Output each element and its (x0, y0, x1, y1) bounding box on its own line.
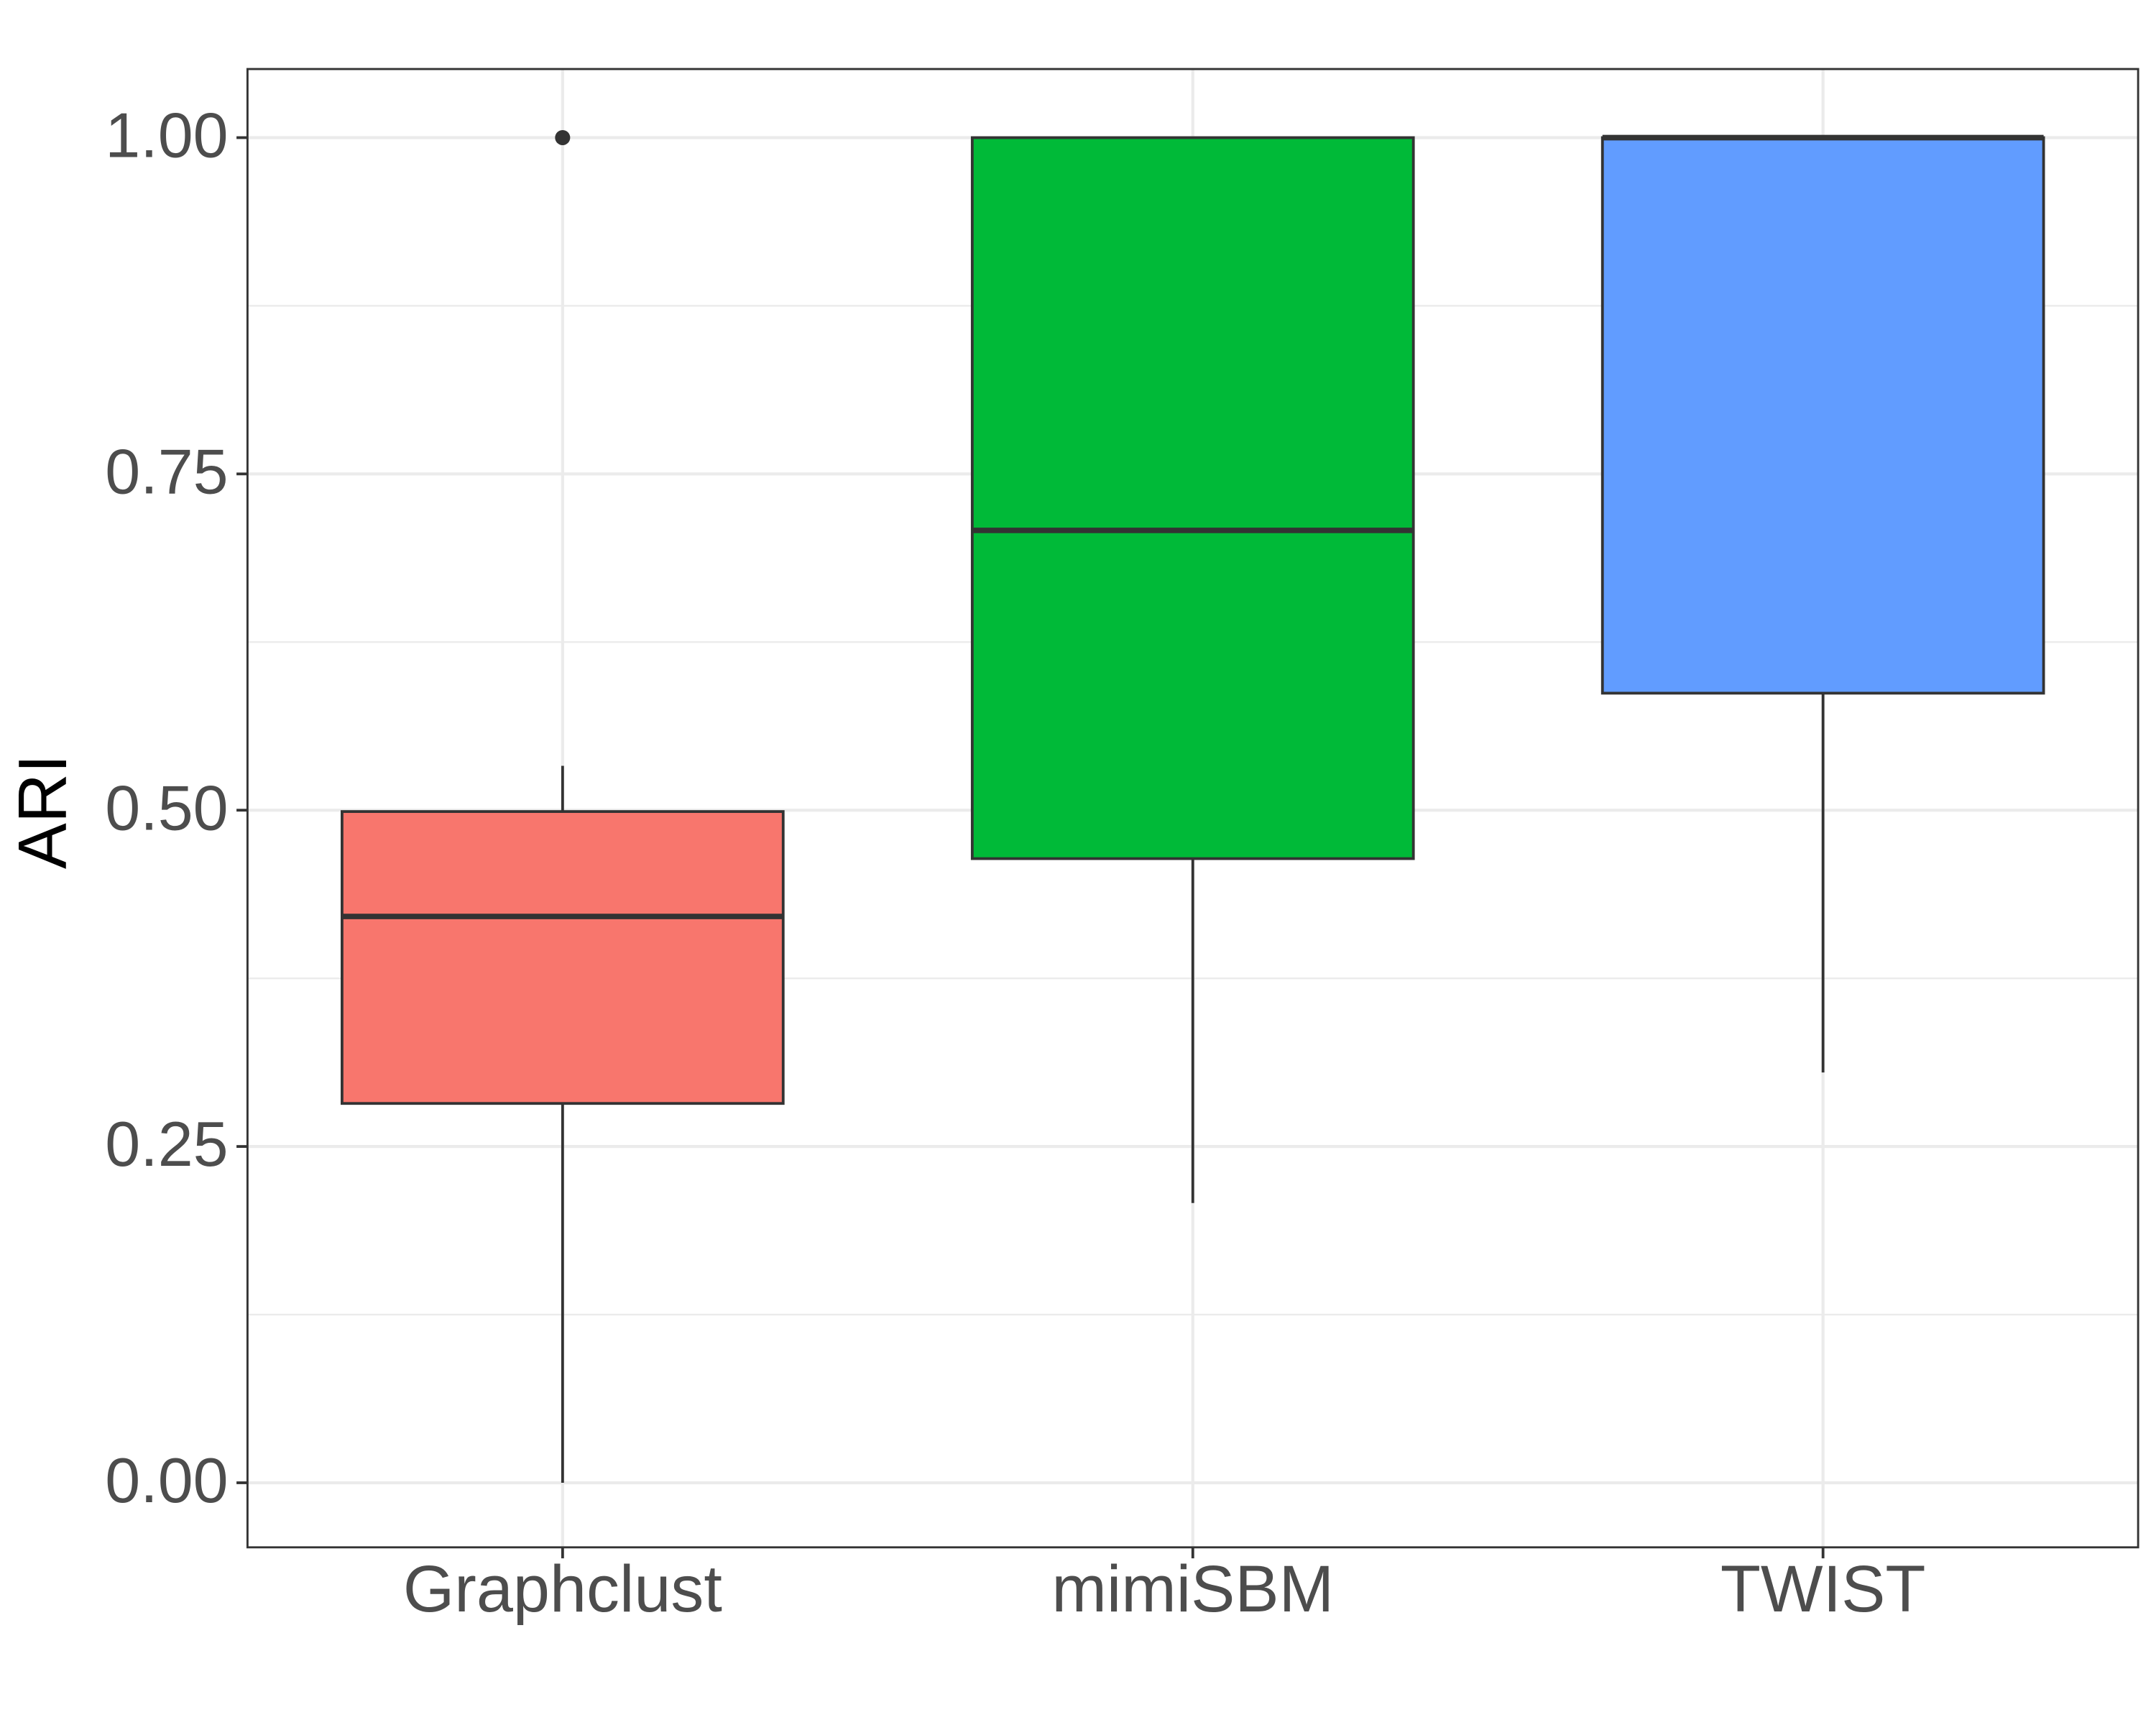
y-tick-label: 0.50 (105, 772, 228, 843)
y-axis-label: ARI (4, 754, 81, 868)
x-tick-label: Graphclust (403, 1552, 722, 1626)
x-tick-label: TWIST (1720, 1552, 1926, 1626)
y-tick-label: 0.75 (105, 436, 228, 507)
outlier (555, 129, 571, 146)
box (970, 136, 1415, 860)
box (1600, 136, 2045, 695)
x-tick-label: mimiSBM (1051, 1552, 1334, 1626)
y-tick-label: 1.00 (105, 100, 228, 171)
panel-border (246, 68, 2139, 1549)
box (341, 810, 785, 1105)
y-tick-label: 0.25 (105, 1108, 228, 1179)
y-tick-label: 0.00 (105, 1445, 228, 1516)
